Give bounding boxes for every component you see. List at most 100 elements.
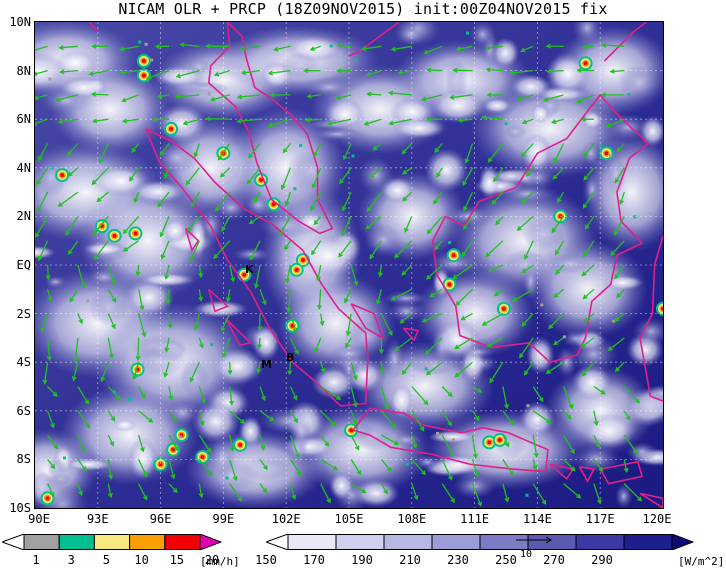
wind-vector [219,167,231,178]
colorbar-swatch [23,534,60,550]
wind-vector [582,44,594,50]
wind-vector [551,118,564,125]
wind-vector [46,289,53,302]
cloud-patch [424,148,469,193]
wind-vector [284,191,292,207]
latitude-label: 4N [16,160,31,175]
wind-vector [462,167,474,187]
wind-vector [582,143,595,159]
wind-vector [259,434,266,451]
precip-speck [612,319,616,323]
wind-vector [623,483,643,502]
cloud-patch [112,418,137,432]
precip-colorbar-swatches [0,533,223,551]
precip-speck [436,431,440,435]
cloud-patch [478,165,500,199]
wind-vector [198,434,212,454]
wind-vector [481,115,503,121]
wind-vector [441,459,453,481]
latitude-label: 6N [16,112,31,127]
wind-vector [107,264,116,286]
cloud-patch [296,212,325,233]
wind-vector [542,94,564,102]
wind-vector [259,459,268,471]
wind-vector [623,386,640,404]
precip-speck [62,456,66,460]
wind-vector [278,216,291,237]
wind-vector [46,410,55,429]
precip-speck [613,180,617,184]
cloud-patch [387,300,426,323]
wind-vector [377,264,383,278]
map-title: NICAM OLR + PRCP (18Z09NOV2015) init:00Z… [118,0,608,18]
wind-vector [90,91,109,97]
latitude-label: 8S [16,452,31,467]
wind-vector [619,191,625,206]
wind-vector [411,410,425,432]
wind-vector [563,458,576,472]
wind-vector [310,191,322,212]
wind-vector [198,410,205,427]
wind-vector [350,483,367,494]
cloud-patch [572,22,603,45]
wind-vector [380,458,392,473]
wind-vector [350,362,358,381]
wind-vector [269,92,291,98]
cloud-patch [363,223,403,257]
precip-speck [525,493,529,497]
wind-vector [69,288,79,303]
precip-speck [178,435,182,439]
wind-vector [58,45,78,51]
wind-vector [583,167,595,181]
wind-vector [519,337,534,359]
wind-vector [77,264,86,289]
coastline [578,465,596,483]
coastline [352,407,549,473]
wind-vector [168,434,178,452]
wind-vector [137,313,147,338]
cloud-patch [189,215,207,259]
wind-vector [77,459,87,472]
wind-vector [35,118,48,126]
map-canvas [35,22,663,508]
cloud-patch [209,437,236,480]
wind-vector [425,264,443,280]
wind-vector [100,361,109,383]
wind-vector [545,43,564,49]
precip-cell [112,233,117,238]
wind-vector [493,167,504,183]
wind-vector [502,459,514,477]
cloud-patch [602,274,644,291]
precip-speck [351,154,355,158]
wind-vector [616,143,625,153]
wind-vector [551,216,565,234]
olr-colorbar-label: 190 [351,553,373,567]
wind-vector [399,313,413,324]
wind-vector [434,240,443,251]
precip-unit: [mm/h] [200,555,240,568]
precip-speck [627,92,631,96]
wind-vector [516,215,534,231]
wind-vector [159,216,170,238]
wind-vector [481,313,504,326]
wind-vector [523,361,534,376]
precip-speck [150,58,154,62]
wind-vector [98,143,109,164]
wind-vector [198,289,204,302]
latitude-label: EQ [16,258,31,272]
cloud-patch [452,473,497,499]
cloud-patch [58,76,110,99]
wind-vector [121,94,139,103]
wind-vector [146,69,170,80]
wind-vector [133,191,140,204]
wind-vector [314,337,322,354]
wind-vector [229,386,235,406]
wind-vector [452,264,473,280]
coastline [431,93,650,364]
wind-vector [485,240,504,258]
wind-vector [401,264,413,276]
wind-vector [350,410,358,426]
wind-vector [189,240,200,263]
precip-speck [562,335,566,339]
wind-vector [521,118,534,125]
